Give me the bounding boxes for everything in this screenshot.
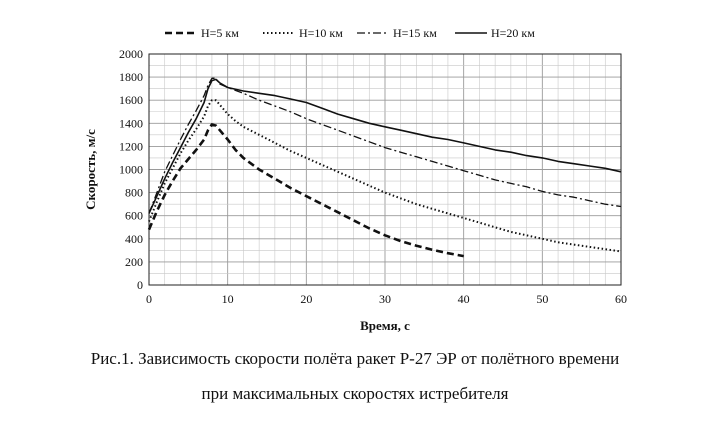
y-tick-label: 1400 [119, 116, 143, 130]
x-tick-label: 10 [222, 292, 234, 306]
velocity-chart: H=5 км H=10 км H=15 км H=20 км 020040060080… [83, 26, 627, 333]
figure-caption-line-1: Рис.1. Зависимость скорости полёта ракет… [90, 349, 620, 368]
series-line-3 [148, 77, 622, 214]
y-tick-label: 1600 [119, 93, 143, 107]
series-line-1 [147, 123, 464, 258]
x-tick-label: 50 [536, 292, 548, 306]
series-line-2 [148, 99, 622, 253]
y-tick-label: 1000 [119, 163, 143, 177]
legend-label-3: H=15 км [393, 26, 437, 40]
y-tick-labels: 0 200 400 600 800 1000 1200 1400 1600 1800 2000 [119, 47, 143, 292]
x-tick-label: 60 [615, 292, 627, 306]
y-tick-label: 800 [125, 186, 143, 200]
grid [148, 53, 622, 286]
y-tick-label: 400 [125, 232, 143, 246]
x-tick-label: 30 [379, 292, 391, 306]
y-tick-label: 2000 [119, 47, 143, 61]
x-tick-label: 40 [458, 292, 470, 306]
y-tick-label: 200 [125, 255, 143, 269]
plot-frame [148, 53, 622, 286]
y-tick-label: 1800 [119, 70, 143, 84]
y-tick-label: 0 [137, 278, 143, 292]
legend-label-4: H=20 км [491, 26, 535, 40]
series-layer [147, 77, 622, 258]
x-axis-label: Время, с [360, 318, 410, 333]
y-tick-label: 600 [125, 209, 143, 223]
legend-label-1: H=5 км [201, 26, 239, 40]
series-line-4 [148, 78, 622, 214]
figure-caption-line-2: при максимальных скоростях истребителя [201, 384, 509, 403]
legend: H=5 км H=10 км H=15 км H=20 км [165, 26, 535, 40]
x-tick-label: 0 [146, 292, 152, 306]
x-tick-label: 20 [300, 292, 312, 306]
y-tick-label: 1200 [119, 139, 143, 153]
y-axis-label: Скорость, м/с [83, 129, 98, 210]
x-tick-labels: 0 10 20 30 40 50 60 [146, 292, 627, 306]
legend-label-2: H=10 км [299, 26, 343, 40]
